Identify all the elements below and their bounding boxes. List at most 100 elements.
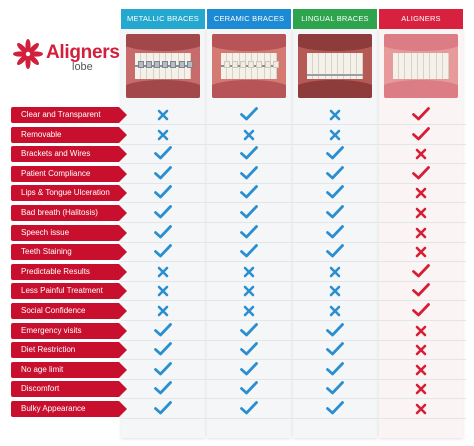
column-header-3: LINGUAL BRACES bbox=[293, 9, 377, 29]
row-divider bbox=[121, 418, 466, 419]
cross-glyph bbox=[157, 129, 169, 140]
check-icon bbox=[240, 322, 258, 339]
check-icon bbox=[240, 361, 258, 378]
column-header-2: CERAMIC BRACES bbox=[207, 9, 291, 29]
cross-glyph bbox=[157, 305, 169, 317]
row-label: Discomfort bbox=[11, 381, 127, 398]
cross-icon bbox=[412, 205, 430, 221]
check-icon bbox=[326, 146, 344, 162]
check-stroke bbox=[154, 322, 172, 336]
check-icon bbox=[154, 401, 172, 417]
row-label: Lips & Tongue Ulceration bbox=[11, 185, 127, 202]
ceramic-braces-smile-photo bbox=[212, 34, 286, 98]
check-stroke bbox=[326, 146, 344, 160]
tooth bbox=[405, 53, 412, 79]
check-glyph bbox=[412, 107, 430, 121]
check-icon bbox=[240, 381, 258, 397]
check-stroke bbox=[154, 205, 172, 219]
check-glyph bbox=[326, 205, 344, 219]
check-stroke bbox=[326, 381, 344, 395]
check-glyph bbox=[240, 107, 258, 121]
check-stroke bbox=[326, 224, 344, 238]
check-icon bbox=[154, 244, 172, 260]
cross-stroke bbox=[243, 266, 255, 278]
row-divider bbox=[121, 143, 466, 145]
check-glyph bbox=[240, 185, 258, 199]
brace-bracket bbox=[248, 60, 255, 68]
check-stroke bbox=[154, 244, 172, 258]
tooth bbox=[344, 53, 351, 79]
row-divider bbox=[121, 182, 466, 184]
check-glyph bbox=[154, 401, 172, 415]
check-stroke bbox=[240, 361, 258, 376]
tooth bbox=[436, 53, 443, 79]
brand-sub: lobe bbox=[72, 61, 93, 73]
lower-lip bbox=[126, 80, 200, 98]
check-glyph bbox=[326, 165, 344, 180]
check-glyph bbox=[154, 185, 172, 199]
check-icon bbox=[326, 185, 344, 201]
row-divider bbox=[121, 124, 466, 125]
check-glyph bbox=[240, 401, 258, 415]
brace-bracket bbox=[154, 60, 161, 68]
check-glyph bbox=[326, 322, 344, 336]
check-icon bbox=[240, 244, 258, 260]
check-stroke bbox=[154, 401, 172, 415]
lingual-braces-teeth-photo bbox=[298, 34, 372, 98]
tooth bbox=[356, 53, 364, 79]
brace-bracket bbox=[178, 60, 185, 68]
tooth bbox=[313, 53, 320, 79]
row-label: Bulky Appearance bbox=[11, 401, 127, 417]
cross-glyph bbox=[157, 286, 169, 297]
cross-stroke bbox=[415, 246, 427, 258]
cross-glyph bbox=[329, 109, 341, 121]
cross-icon bbox=[412, 362, 430, 378]
check-glyph bbox=[240, 244, 258, 258]
check-glyph bbox=[240, 381, 258, 395]
tooth bbox=[319, 53, 326, 79]
check-glyph bbox=[326, 401, 344, 415]
check-icon bbox=[412, 283, 430, 299]
check-glyph bbox=[154, 342, 172, 356]
check-stroke bbox=[412, 303, 430, 317]
check-glyph bbox=[326, 381, 344, 395]
brace-bracket bbox=[264, 60, 271, 68]
row-divider bbox=[121, 359, 466, 361]
check-stroke bbox=[240, 165, 258, 180]
check-icon bbox=[412, 263, 430, 280]
tooth bbox=[442, 53, 450, 79]
row-label: Emergency visits bbox=[11, 322, 127, 339]
logo: Aligners lobe bbox=[12, 38, 120, 74]
check-stroke bbox=[154, 146, 172, 160]
row-label: Social Confidence bbox=[11, 303, 127, 319]
check-glyph bbox=[326, 146, 344, 160]
flower-logo-icon bbox=[13, 39, 43, 69]
tooth bbox=[306, 53, 314, 79]
check-icon bbox=[240, 224, 258, 241]
cross-icon bbox=[154, 264, 172, 280]
check-glyph bbox=[240, 322, 258, 336]
cross-glyph bbox=[415, 188, 427, 199]
cross-icon bbox=[326, 107, 344, 123]
brace-bracket bbox=[231, 60, 238, 68]
cross-glyph bbox=[329, 129, 341, 140]
cross-icon bbox=[154, 283, 172, 299]
check-stroke bbox=[326, 342, 344, 356]
check-stroke bbox=[154, 224, 172, 238]
check-glyph bbox=[412, 303, 430, 317]
aligners-smile-photo bbox=[384, 34, 458, 98]
check-icon bbox=[240, 146, 258, 162]
check-stroke bbox=[240, 185, 258, 199]
check-stroke bbox=[240, 381, 258, 395]
check-stroke bbox=[412, 165, 430, 180]
check-glyph bbox=[240, 361, 258, 376]
upper-lip bbox=[126, 34, 200, 51]
check-stroke bbox=[326, 401, 344, 415]
check-stroke bbox=[326, 361, 344, 376]
check-icon bbox=[240, 205, 258, 221]
check-stroke bbox=[240, 244, 258, 258]
row-label: Teeth Staining bbox=[11, 244, 127, 261]
cross-stroke bbox=[329, 266, 341, 278]
cross-icon bbox=[326, 264, 344, 280]
cross-icon bbox=[412, 401, 430, 417]
